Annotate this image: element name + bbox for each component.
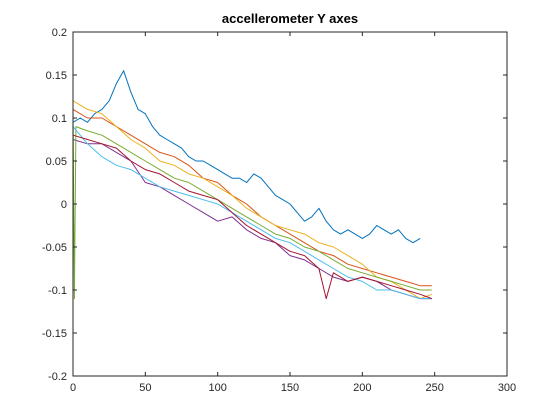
- axes-layer: 0 50 100 150 200 250 300 -0.2 -0.15 -0.1 -0.05 0 0.0…: [42, 27, 516, 394]
- x-tick-label: 100: [208, 382, 226, 394]
- y-tick-label: -0.05: [42, 242, 67, 254]
- y-tick-label: 0: [61, 199, 67, 211]
- series-line-2: [72, 108, 432, 287]
- y-tick-label: 0.2: [52, 27, 67, 39]
- series-line-1: [72, 70, 421, 244]
- x-tick-label: 200: [353, 382, 371, 394]
- y-tick-label: -0.1: [48, 285, 67, 297]
- y-tick-label: 0.15: [46, 70, 67, 82]
- chart-title: accellerometer Y axes: [222, 11, 358, 26]
- x-tick-label: 0: [70, 382, 76, 394]
- x-tick-label: 250: [425, 382, 443, 394]
- y-tick-label: -0.2: [48, 371, 67, 383]
- y-tick-label: -0.15: [42, 328, 67, 340]
- series-line-5: [72, 109, 432, 300]
- x-tick-label: 150: [281, 382, 299, 394]
- series-line-6: [72, 126, 432, 300]
- series-layer: [72, 70, 432, 300]
- x-tick-label: 50: [139, 382, 151, 394]
- y-tick-label: 0.1: [52, 113, 67, 125]
- y-tick-label: 0.05: [46, 156, 67, 168]
- series-line-3: [72, 100, 432, 300]
- series-line-7: [72, 134, 432, 300]
- x-tick-label: 300: [498, 382, 516, 394]
